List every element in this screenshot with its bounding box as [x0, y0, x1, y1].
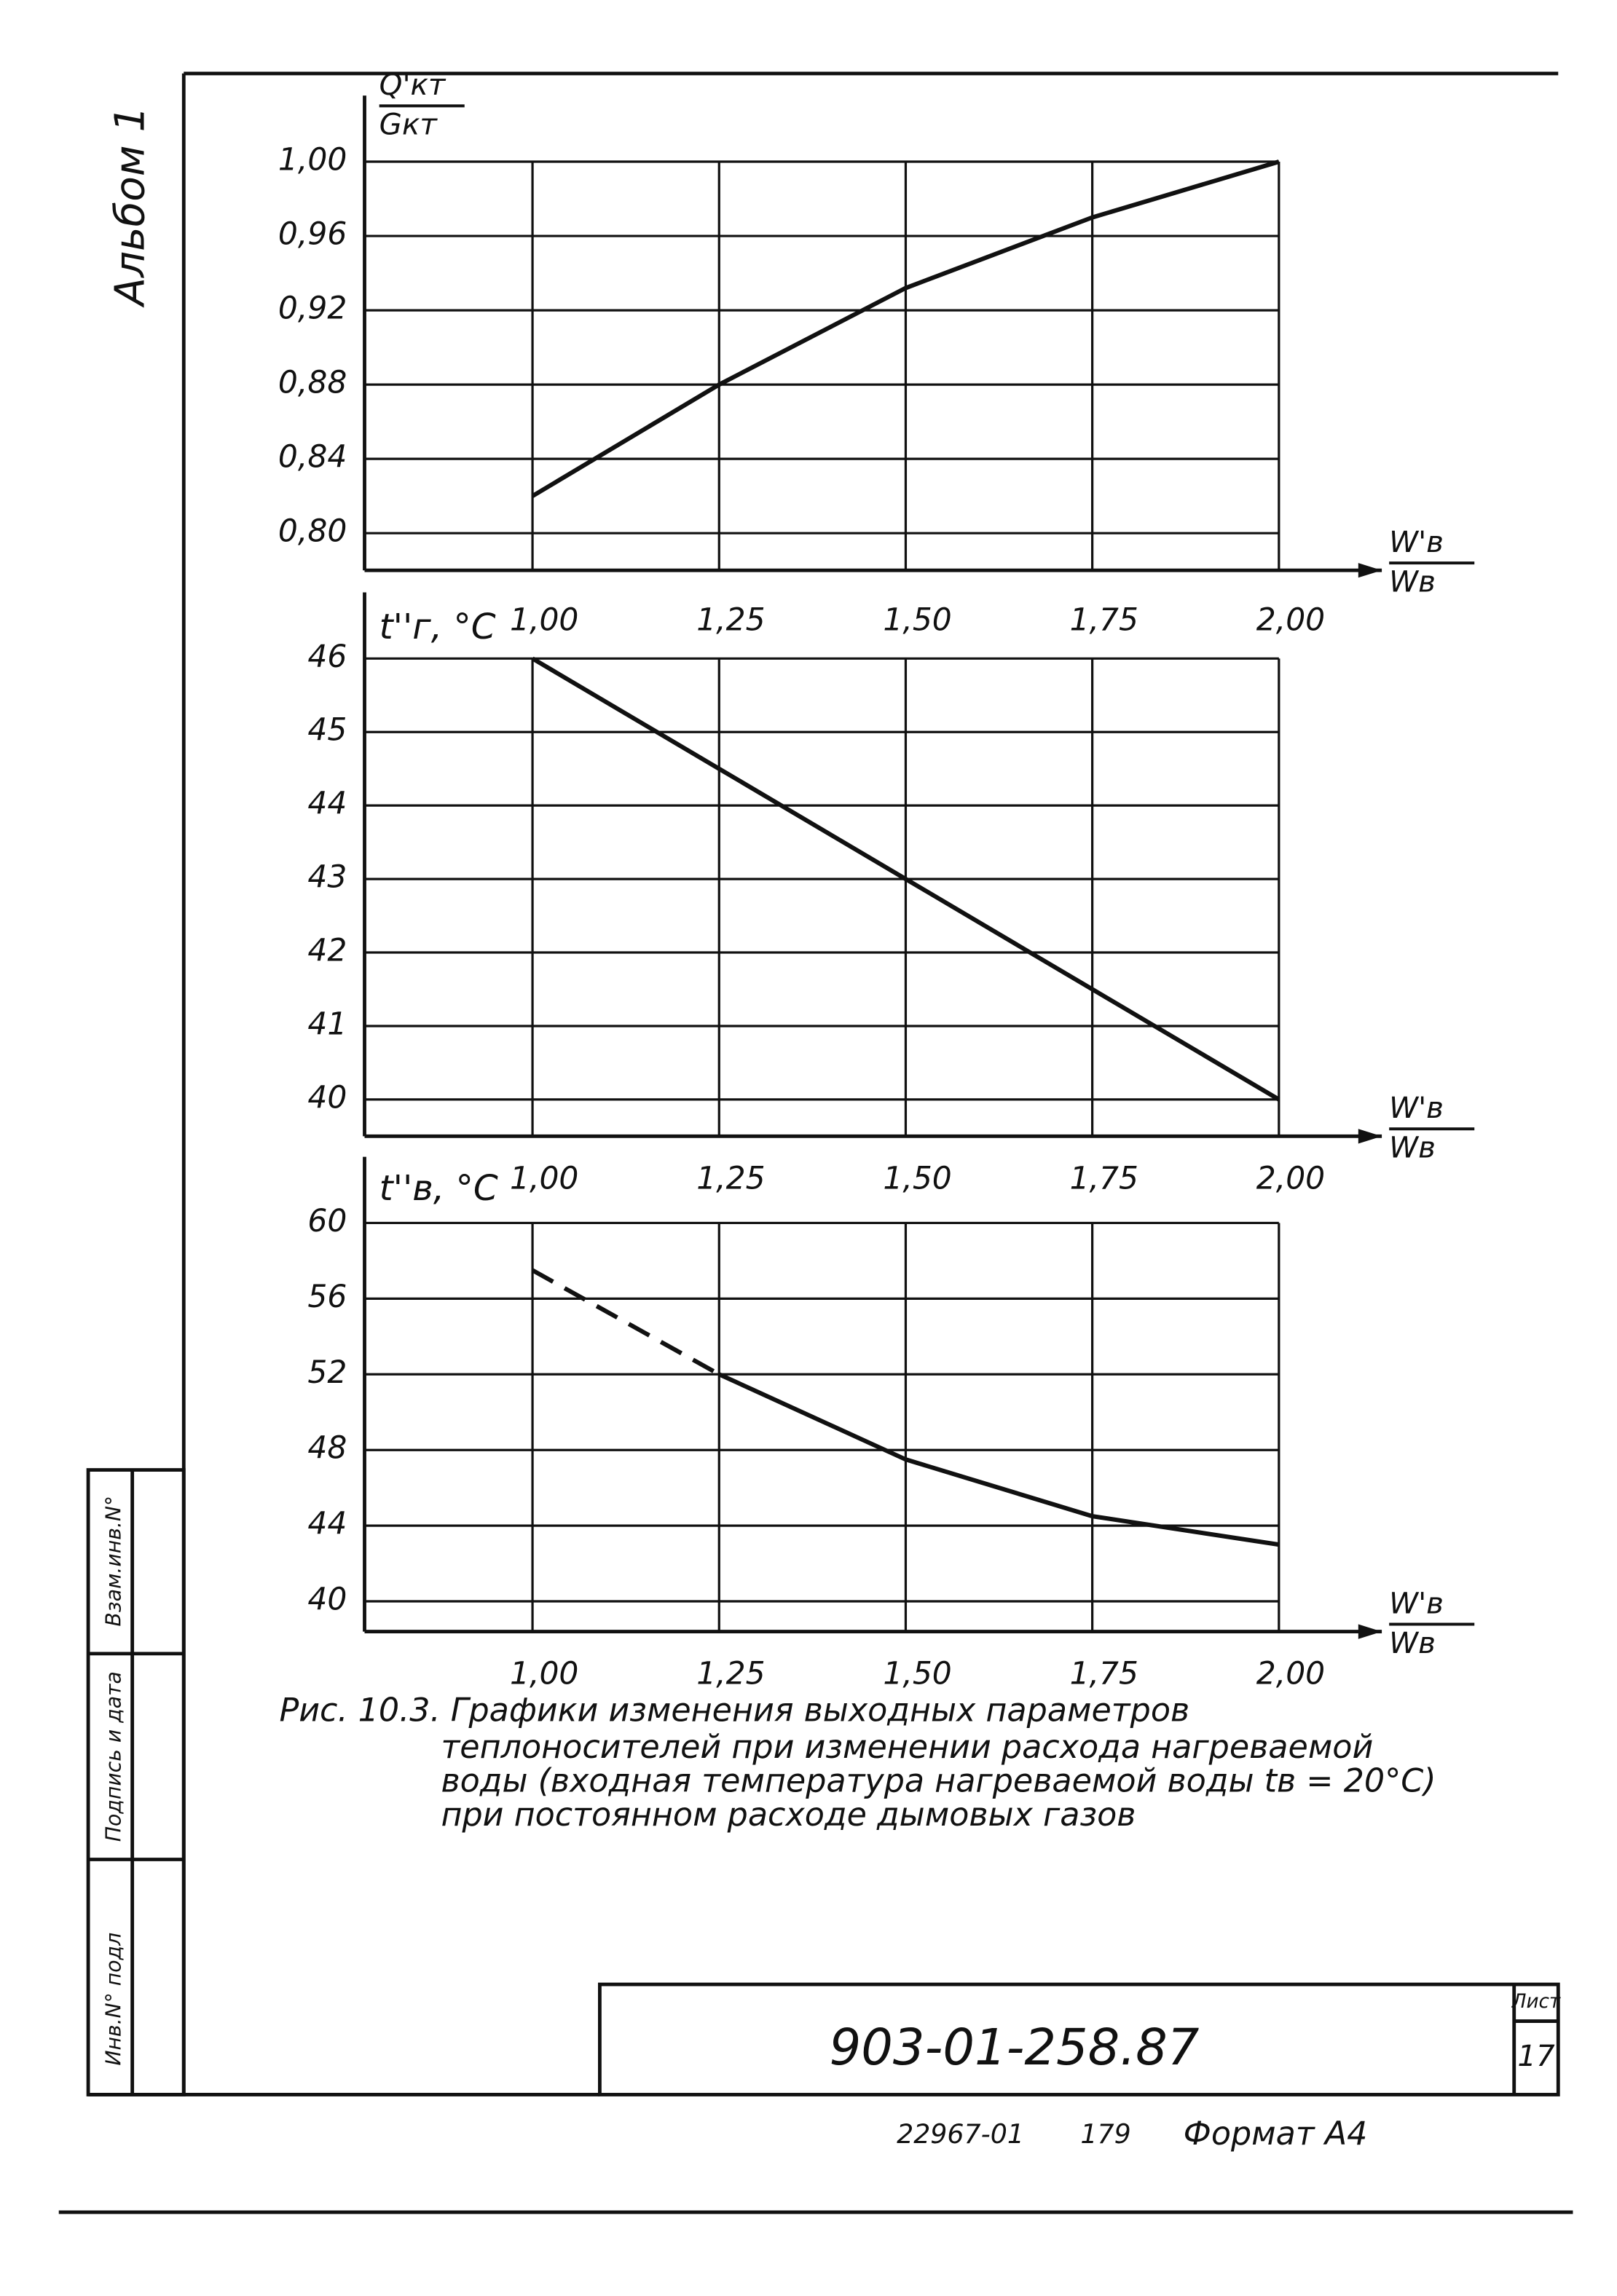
caption-line: теплоносителей при изменении расхода наг…: [441, 1729, 1373, 1766]
data-line: [531, 656, 1280, 1102]
x-tick-label: 1,50: [883, 1656, 951, 1692]
caption-line: при постоянном расходе дымовых газов: [441, 1796, 1136, 1834]
side-label: Взам.инв.N°: [101, 1496, 125, 1627]
footer-number: 179: [1080, 2118, 1130, 2150]
y-tick-label: 40: [307, 1582, 347, 1617]
y-tick-label: 44: [307, 1506, 347, 1542]
x-tick-label: 1,75: [1070, 1160, 1138, 1196]
y-tick-label: 1,00: [278, 142, 347, 178]
charts: 0,80 0,84 0,88 0,92 0,96 1,00 1,00 1,25 1,50 1,75…: [278, 68, 1475, 1692]
y-tick-label: 56: [307, 1279, 347, 1314]
y-tick-label: 40: [307, 1079, 347, 1115]
y-tick-label: 60: [307, 1203, 347, 1239]
x-tick-label: 1,75: [1070, 601, 1138, 637]
album-label: Альбом 1: [106, 106, 154, 308]
axis-arrow: [1358, 563, 1382, 578]
y-tick-label: 0,88: [278, 365, 347, 401]
y-tick-label: 0,84: [278, 439, 347, 475]
axis-label: t''в, °C: [379, 1168, 498, 1209]
footer-format: Формат А4: [1184, 2115, 1368, 2153]
x-tick-label: 1,50: [883, 1160, 951, 1196]
axis-label-denominator: Gкт: [379, 108, 438, 142]
axis-label: t''г, °C: [379, 607, 496, 647]
y-tick-label: 52: [307, 1354, 347, 1390]
y-tick-label: 41: [307, 1006, 347, 1041]
x-tick-label: 1,25: [696, 601, 765, 637]
axis-label-numerator: W'в: [1389, 1586, 1444, 1620]
side-block: [86, 1468, 186, 2096]
axis-label-denominator: Wв: [1389, 564, 1436, 599]
x-tick-label: 1,25: [696, 1656, 765, 1692]
y-tick-label: 0,92: [278, 291, 347, 326]
side-label: Подпись и дата: [101, 1671, 125, 1842]
x-tick-label: 1,00: [510, 601, 578, 637]
drawing-number: 903-01-258.87: [830, 2019, 1200, 2077]
axis-label-numerator: Q'кт: [379, 68, 446, 102]
y-tick-label: 43: [307, 859, 347, 895]
data-line: [718, 1372, 1280, 1547]
y-tick-label: 45: [307, 712, 347, 748]
stamp-box: [597, 1982, 1560, 2096]
axis-label-denominator: Wв: [1389, 1626, 1436, 1660]
y-tick-label: 44: [307, 786, 347, 821]
y-tick-label: 46: [307, 639, 347, 674]
x-tick-label: 2,00: [1256, 1160, 1325, 1196]
sheet-label: Лист: [1511, 1991, 1561, 2013]
x-tick-label: 1,75: [1070, 1656, 1138, 1692]
axis-label-numerator: W'в: [1389, 525, 1444, 559]
data-line: [531, 159, 1280, 498]
y-tick-label: 48: [307, 1430, 347, 1466]
axis-arrow: [1358, 1624, 1382, 1639]
y-tick-label: 0,96: [278, 216, 347, 252]
caption-line: воды (входная температура нагреваемой во…: [441, 1763, 1436, 1800]
x-tick-label: 1,00: [510, 1656, 578, 1692]
axis-label-numerator: W'в: [1389, 1091, 1444, 1125]
x-tick-label: 2,00: [1256, 1656, 1325, 1692]
x-tick-label: 2,00: [1256, 601, 1325, 637]
side-label: Инв.N° подл: [101, 1933, 125, 2066]
frame: [58, 71, 1573, 2214]
data-line: [531, 1268, 720, 1376]
sheet-number: 17: [1517, 2039, 1555, 2073]
x-tick-label: 1,50: [883, 601, 951, 637]
y-tick-label: 0,80: [278, 513, 347, 549]
axis-arrow: [1358, 1129, 1382, 1144]
axis-label-denominator: Wв: [1389, 1131, 1436, 1165]
y-tick-label: 42: [307, 933, 347, 968]
x-tick-label: 1,00: [510, 1160, 578, 1196]
caption-line: Рис. 10.3. Графики изменения выходных па…: [279, 1692, 1189, 1729]
x-tick-label: 1,25: [696, 1160, 765, 1196]
footer-code: 22967-01: [897, 2118, 1024, 2150]
